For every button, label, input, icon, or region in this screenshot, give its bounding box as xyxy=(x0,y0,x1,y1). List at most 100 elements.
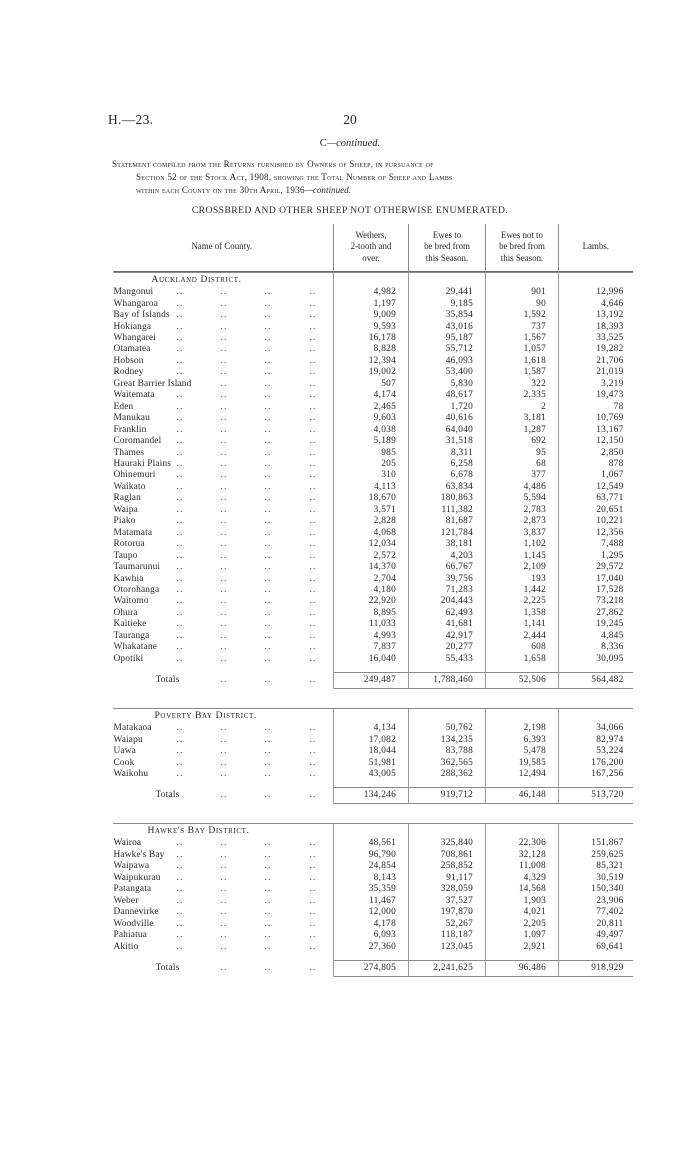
cell-ewes-notbred: 19,585 xyxy=(485,757,559,769)
cell-county: Bay of Islands........ xyxy=(114,310,334,321)
cell-county: Mangonui........ xyxy=(114,287,334,298)
cell-ewes-bred: 37,527 xyxy=(408,895,486,908)
leader-dots: .. xyxy=(309,333,317,344)
cell-lambs: 12,549 xyxy=(558,481,633,494)
cell-ewes-bred: 48,617 xyxy=(408,390,486,402)
leader-dots: .. xyxy=(220,310,228,321)
cell-wethers: 51,981 xyxy=(333,757,409,769)
cell-ewes-bred: 43,016 xyxy=(408,321,486,334)
leader-dots: .. xyxy=(220,436,228,447)
cell-ewes-notbred: 1,145 xyxy=(485,550,559,563)
running-head: H.—23. 20 xyxy=(108,112,592,130)
county-name: Hobson xyxy=(113,355,144,366)
cell-ewes-bred: 66,767 xyxy=(408,562,486,574)
leader-dots: .. xyxy=(309,390,317,401)
leader-dots: .. xyxy=(264,539,272,550)
page-number: 20 xyxy=(343,112,357,127)
cell-county: Waikato........ xyxy=(114,482,334,493)
county-name: Coromandel xyxy=(113,436,162,447)
cell-lambs: 21,706 xyxy=(558,355,633,368)
leader-dots: .. xyxy=(264,918,272,929)
leader-dots: .. xyxy=(264,849,272,860)
cell-ewes-bred: 35,854 xyxy=(408,310,486,322)
cell-county: Whakatane........ xyxy=(114,642,334,653)
cell-lambs: 23,906 xyxy=(558,895,633,908)
cell-ewes-bred: 5,830 xyxy=(408,378,486,391)
cell-total-wethers: 274,805 xyxy=(333,960,409,977)
leader-dots: .. xyxy=(220,493,228,504)
leader-dots: .. xyxy=(264,619,272,630)
leader-dots: .. xyxy=(309,344,317,355)
leader-dots: .. xyxy=(220,930,228,941)
leader-dots: .. xyxy=(264,895,272,906)
totals-label: Totals xyxy=(155,790,180,801)
leader-dots: .. xyxy=(220,527,228,538)
leader-dots: .. xyxy=(309,907,317,918)
leader-dots: .. xyxy=(220,447,228,458)
district-gap-row xyxy=(114,689,633,709)
leader-dots: .. xyxy=(309,562,317,573)
county-name: Waipukurau xyxy=(113,872,161,883)
county-name: Mangonui xyxy=(113,287,154,298)
cell-ewes-bred: 39,756 xyxy=(408,573,486,585)
county-name: Tauranga xyxy=(113,630,150,641)
cell-wethers: 4,174 xyxy=(333,390,409,402)
leader-dots: .. xyxy=(264,516,272,527)
cell-ewes-bred: 325,840 xyxy=(408,838,486,850)
leader-dots: .. xyxy=(264,493,272,504)
cell-ewes-bred: 40,616 xyxy=(408,413,486,425)
leader-dots: .. xyxy=(264,550,272,561)
cell-ewes-notbred: 2,921 xyxy=(485,941,559,953)
leader-dots: .. xyxy=(220,504,228,515)
cell-county: Waipukurau........ xyxy=(114,873,334,884)
table-row: Rodney........ 19,002 53,400 1,587 21,019 xyxy=(114,367,633,379)
table-row: Manukau........ 9,603 40,616 3,181 10,769 xyxy=(114,413,633,425)
spacer-row xyxy=(114,665,633,673)
table-row: Whangaroa........ 1,197 9,185 90 4,646 xyxy=(114,298,633,311)
cell-county: Taupo........ xyxy=(114,551,334,562)
cell-ewes-notbred: 1,587 xyxy=(485,367,559,379)
cell-ewes-bred: 121,784 xyxy=(408,527,486,540)
cell-wethers: 11,033 xyxy=(333,619,409,631)
leader-dots: .. xyxy=(176,872,184,883)
county-name: Piako xyxy=(113,516,136,527)
leader-dots: .. xyxy=(309,550,317,561)
leader-dots: .. xyxy=(176,390,184,401)
leader-dots: .. xyxy=(264,424,272,435)
cell-wethers: 6,093 xyxy=(333,930,409,942)
leader-dots: .. xyxy=(176,734,184,745)
table-row: Matakaoa........ 4,134 50,762 2,198 34,066 xyxy=(114,723,633,735)
county-name: Opotiki xyxy=(113,653,144,664)
leader-dots: .. xyxy=(176,849,184,860)
cell-wethers: 4,982 xyxy=(333,287,409,299)
document-number: H.—23. xyxy=(108,112,154,127)
cell-county: Cook........ xyxy=(114,758,334,769)
leader-dots: .. xyxy=(309,459,317,470)
cell-county: Waikohu........ xyxy=(114,769,334,780)
cell-lambs: 1,067 xyxy=(558,470,633,482)
leader-dots: .. xyxy=(309,746,317,757)
cell-wethers: 48,561 xyxy=(333,838,409,850)
county-name: Taumarunui xyxy=(113,562,161,573)
county-name: Ohura xyxy=(113,607,138,618)
cell-lambs: 1,295 xyxy=(558,550,633,563)
cell-lambs: 8,336 xyxy=(558,642,633,654)
leader-dots: .. xyxy=(309,963,317,973)
leader-dots: .. xyxy=(220,298,228,309)
table-row: Waitomo........ 22,920 204,443 2,225 73,218 xyxy=(114,596,633,608)
cell-county: Matamata........ xyxy=(114,528,334,539)
leader-dots: .. xyxy=(220,895,228,906)
leader-dots: .. xyxy=(264,562,272,573)
table-row: Bay of Islands........ 9,009 35,854 1,592 13… xyxy=(114,310,633,322)
leader-dots: .. xyxy=(264,436,272,447)
table-row: Weber........ 11,467 37,527 1,903 23,906 xyxy=(114,895,633,908)
cell-lambs: 167,256 xyxy=(558,768,633,781)
leader-dots: .. xyxy=(176,930,184,941)
leader-dots: .. xyxy=(264,963,272,973)
county-name: Kawhia xyxy=(113,573,144,584)
district-gap-row xyxy=(114,804,633,824)
county-name: Dannevirke xyxy=(113,907,159,918)
leader-dots: .. xyxy=(309,367,317,378)
cell-county: Waitemata........ xyxy=(114,390,334,401)
district-title: Auckland District. xyxy=(151,274,242,286)
